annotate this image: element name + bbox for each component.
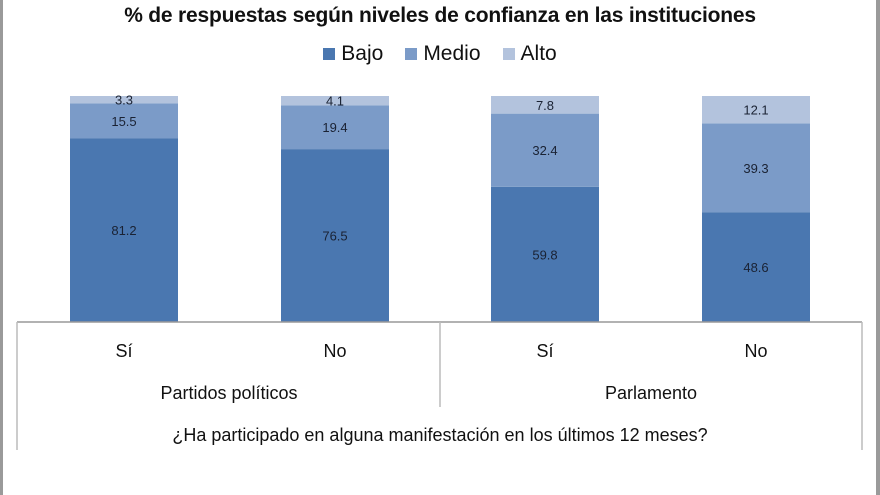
category-label: No xyxy=(744,341,767,361)
legend-swatch-medio xyxy=(405,48,418,60)
legend-item-alto: Alto xyxy=(502,42,557,66)
data-label: 48.6 xyxy=(743,260,768,275)
data-label: 4.1 xyxy=(326,94,344,109)
frame-right-border xyxy=(876,0,880,495)
data-label: 12.1 xyxy=(743,103,768,118)
bar-segment-bajo xyxy=(491,186,599,322)
bar-segment-bajo xyxy=(70,138,178,322)
legend-swatch-bajo xyxy=(323,48,336,60)
bar-segment-alto xyxy=(70,96,178,104)
x-axis-title: ¿Ha participado en alguna manifestación … xyxy=(172,425,708,445)
legend-label-bajo: Bajo xyxy=(341,42,384,65)
bar-segment-bajo xyxy=(281,149,389,322)
bar-segment-alto xyxy=(491,96,599,114)
bars-layer: 81.2 15.5 3.3 76.5 19.4 4.1 59.8 32.4 7.8 48.6 39.… xyxy=(70,93,810,322)
legend: Bajo Medio Alto xyxy=(0,42,880,66)
bar-segment-medio xyxy=(70,103,178,139)
legend-item-medio: Medio xyxy=(405,42,481,66)
category-label: Sí xyxy=(115,341,132,361)
data-label: 19.4 xyxy=(322,120,347,135)
frame-left-border xyxy=(0,0,3,495)
axes-layer xyxy=(16,321,863,450)
legend-label-alto: Alto xyxy=(520,42,557,65)
data-label: 32.4 xyxy=(532,143,557,158)
legend-label-medio: Medio xyxy=(423,42,481,65)
legend-swatch-alto xyxy=(502,48,515,60)
data-label: 81.2 xyxy=(111,223,136,238)
category-label: Sí xyxy=(536,341,553,361)
bar-segment-bajo xyxy=(702,212,810,322)
data-label: 3.3 xyxy=(115,93,133,108)
group-label-parlamento: Parlamento xyxy=(605,383,697,403)
data-label: 39.3 xyxy=(743,161,768,176)
data-label: 7.8 xyxy=(536,98,554,113)
category-label: No xyxy=(323,341,346,361)
bar-segment-medio xyxy=(702,123,810,213)
bar-segment-alto xyxy=(281,96,389,106)
data-label: 59.8 xyxy=(532,247,557,262)
bar-segment-alto xyxy=(702,96,810,124)
group-label-partidos: Partidos políticos xyxy=(160,383,297,403)
legend-item-bajo: Bajo xyxy=(323,42,383,66)
data-label: 15.5 xyxy=(111,114,136,129)
bar-segment-medio xyxy=(491,113,599,187)
data-label: 76.5 xyxy=(322,229,347,244)
bar-segment-medio xyxy=(281,105,389,150)
category-labels: Sí No Sí No Partidos políticos Parlament… xyxy=(115,341,767,403)
chart-title: % de respuestas según niveles de confian… xyxy=(124,4,756,27)
